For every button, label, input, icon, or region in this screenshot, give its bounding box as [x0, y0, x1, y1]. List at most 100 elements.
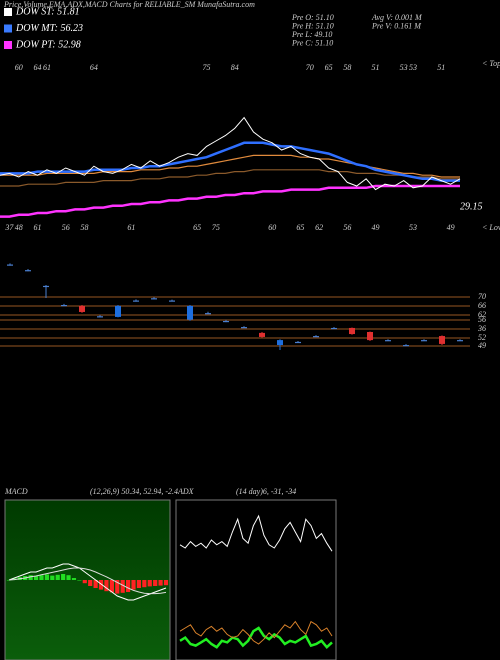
candle-body [439, 336, 445, 344]
lows-label: < Lows [482, 223, 500, 232]
low-label: 56 [62, 223, 70, 232]
series-line [0, 169, 460, 187]
top-label: 65 [325, 63, 333, 72]
low-label: 48 [15, 223, 23, 232]
low-label: 75 [212, 223, 220, 232]
candle-body [295, 341, 301, 344]
info-text: Pre O: 51.10 [291, 13, 334, 22]
histogram-bar [82, 580, 87, 584]
level-label: 70 [478, 292, 486, 301]
top-label: 53 [409, 63, 417, 72]
histogram-bar [142, 580, 147, 588]
histogram-bar [153, 580, 158, 586]
histogram-bar [115, 580, 120, 594]
low-label: 58 [80, 223, 88, 232]
top-label: 70 [306, 63, 314, 72]
panel-title: MACD [4, 487, 28, 496]
series-line [8, 567, 167, 595]
top-label: 51 [437, 63, 445, 72]
candle-body [367, 332, 373, 341]
info-text: Pre L: 49.10 [291, 30, 332, 39]
candle-body [349, 327, 355, 335]
top-label: 60 [15, 63, 23, 72]
candle-body [421, 340, 427, 342]
last-price-label: 29.15 [460, 201, 483, 212]
panel-params: (14 day)6, -31, -34 [236, 487, 296, 496]
candle-body [7, 264, 13, 266]
candle-body [115, 305, 121, 317]
level-label: 52 [478, 333, 486, 342]
histogram-bar [44, 574, 49, 580]
low-label: 61 [127, 223, 135, 232]
series-line [0, 184, 460, 218]
series-line [8, 563, 167, 601]
histogram-bar [55, 574, 60, 580]
histogram-bar [120, 580, 125, 593]
histogram-bar [39, 575, 44, 580]
level-label: 62 [478, 310, 486, 319]
histogram-bar [88, 580, 93, 586]
series-line [0, 154, 460, 178]
histogram-bar [6, 580, 12, 581]
histogram-bar [61, 574, 66, 580]
candle-body [97, 316, 103, 318]
panel-params: (12,26,9) 50.34, 52.94, -2.4 [90, 487, 178, 496]
histogram-bar [77, 580, 82, 581]
low-label: 62 [315, 223, 323, 232]
histogram-bar [66, 575, 71, 580]
low-label: 56 [343, 223, 351, 232]
candle-body [25, 270, 31, 272]
histogram-bar [136, 580, 142, 588]
candle-body [403, 345, 409, 347]
top-label: 84 [231, 63, 239, 72]
candle-body [151, 298, 157, 300]
low-label: 60 [268, 223, 276, 232]
histogram-bar [126, 580, 131, 592]
histogram-bar [98, 580, 104, 590]
low-label: 37 [4, 223, 14, 232]
candle-body [223, 320, 229, 323]
candle-body [457, 340, 463, 342]
legend-swatch [4, 24, 12, 33]
level-label: 66 [478, 301, 486, 310]
candle-body [79, 305, 85, 312]
top-label: 58 [343, 63, 351, 72]
histogram-bar [33, 576, 39, 580]
candle-body [169, 300, 175, 302]
candle-body [313, 336, 319, 338]
low-label: 61 [34, 223, 42, 232]
info-text: Pre H: 51.10 [291, 21, 334, 30]
histogram-bar [147, 580, 152, 587]
top-label: 64 [34, 63, 42, 72]
candle-body [133, 300, 139, 302]
series-line [0, 141, 460, 182]
candle-body [331, 327, 337, 330]
top-label: 75 [203, 63, 211, 72]
series-line [0, 116, 461, 191]
top-label: 51 [372, 63, 380, 72]
series-line [179, 626, 333, 650]
histogram-bar [93, 580, 98, 588]
candle-body [43, 285, 49, 288]
info-text: Pre C: 51.10 [291, 38, 333, 47]
histogram-bar [104, 580, 109, 592]
candle-body [205, 313, 211, 315]
candle-body [61, 305, 67, 307]
legend-swatch [4, 41, 12, 49]
info-text: Avg V: 0.001 M [371, 13, 423, 22]
level-label: 49 [478, 341, 486, 350]
legend-label: DOW MT: 56.23 [15, 23, 83, 34]
candle-body [187, 305, 193, 320]
candle-body [259, 332, 265, 337]
legend-label: DOW ST: 51.81 [15, 6, 80, 17]
level-label: 56 [478, 315, 486, 324]
histogram-bar [109, 580, 114, 593]
low-label: 65 [296, 223, 304, 232]
candle-body [277, 340, 283, 346]
histogram-bar [158, 580, 163, 586]
histogram-bar [131, 580, 136, 590]
top-label: 53 [400, 63, 408, 72]
histogram-bar [163, 580, 169, 586]
